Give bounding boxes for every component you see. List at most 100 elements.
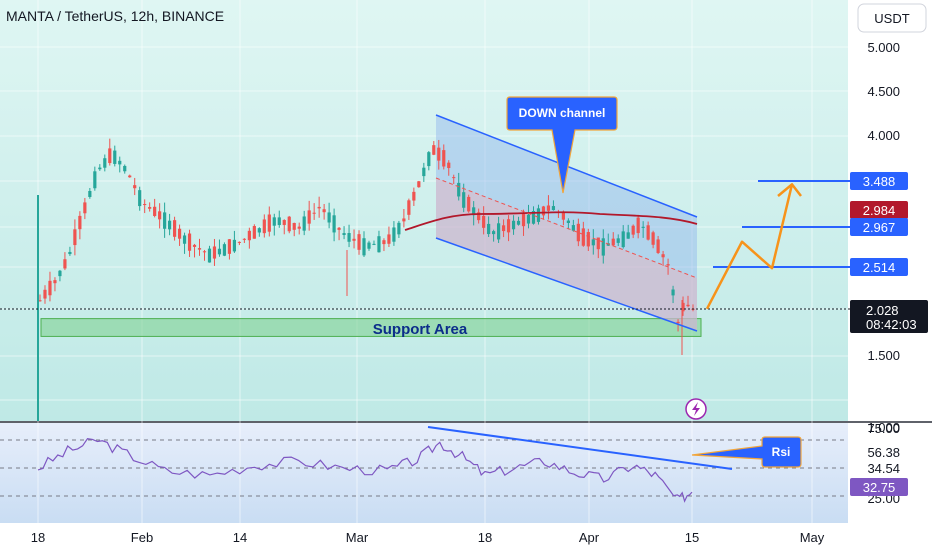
- moving-average-line: [404, 211, 698, 231]
- time-axis: [0, 523, 932, 550]
- candle-body: [656, 239, 660, 253]
- channel-mid-line: [435, 177, 698, 279]
- candle-body: [237, 241, 241, 243]
- candle-body: [526, 214, 531, 224]
- candle-body: [442, 150, 446, 167]
- candle-body: [43, 289, 47, 299]
- rsi-line: [37, 438, 693, 503]
- candle-body: [631, 225, 635, 235]
- candle-body: [342, 233, 346, 235]
- candle-body: [307, 210, 311, 224]
- projected-arrowhead: [777, 183, 802, 197]
- candle-body: [48, 280, 52, 296]
- projected-path: [705, 184, 794, 310]
- candle-body: [671, 289, 675, 296]
- rsi-callout: Rsi: [691, 436, 802, 468]
- candle-body: [262, 219, 266, 234]
- down-channel-callout: DOWN channel: [506, 96, 618, 194]
- candle-body: [217, 248, 222, 255]
- candle-body: [521, 213, 526, 227]
- support-zone: [40, 318, 702, 337]
- candle-body: [676, 321, 680, 324]
- badge-ma: 2.984: [850, 201, 908, 219]
- lightning-icon[interactable]: [685, 398, 707, 420]
- candle-body: [207, 248, 212, 263]
- candle-body: [377, 236, 381, 253]
- badge-last-price: 2.028 08:42:03: [850, 300, 928, 333]
- candle-body: [143, 204, 147, 206]
- channel-lower-line: [435, 237, 698, 332]
- candle-body: [53, 280, 57, 284]
- candle-body: [177, 228, 182, 239]
- down-channel-label: DOWN channel: [519, 106, 606, 120]
- candle-body: [402, 218, 406, 222]
- candle-body: [108, 148, 112, 164]
- candle-body: [397, 222, 401, 235]
- candle-body: [232, 239, 237, 252]
- candle-body: [467, 196, 471, 212]
- candle-body: [257, 228, 261, 233]
- candle-body: [103, 158, 107, 168]
- candle-body: [457, 182, 461, 197]
- candle-body: [437, 147, 441, 161]
- svg-text:2.514: 2.514: [863, 260, 896, 275]
- candle-body: [192, 244, 197, 247]
- candle-body: [432, 145, 436, 155]
- candle-body: [317, 206, 321, 209]
- candle-body: [506, 219, 511, 233]
- candle-body: [531, 210, 536, 224]
- candle-body: [447, 162, 451, 169]
- candle-body: [63, 259, 67, 269]
- candle-body: [78, 215, 82, 230]
- candle-body: [327, 212, 331, 223]
- candle-body: [621, 231, 625, 248]
- candle-body: [412, 191, 416, 201]
- candle-body: [387, 234, 391, 244]
- candle-body: [472, 207, 476, 216]
- svg-text:3.488: 3.488: [863, 174, 896, 189]
- time-tick-label: Feb: [131, 530, 153, 545]
- rsi-tick-label: 34.54: [867, 461, 900, 476]
- candle-body: [487, 223, 491, 235]
- candle-body: [581, 228, 585, 246]
- time-tick-label: 14: [233, 530, 247, 545]
- candle-body: [242, 238, 246, 240]
- candle-body: [73, 229, 77, 246]
- candle-body: [352, 238, 356, 241]
- candle-body: [93, 171, 97, 189]
- candle-body: [661, 254, 665, 258]
- svg-text:2.984: 2.984: [863, 203, 896, 218]
- candle-body: [482, 215, 486, 228]
- channel-lower-fill: [436, 178, 697, 331]
- candle-body: [287, 216, 291, 232]
- candle-body: [123, 165, 127, 172]
- candle-body: [272, 217, 276, 226]
- time-tick-label: May: [800, 530, 825, 545]
- candle-body: [337, 227, 341, 230]
- candle-body: [88, 190, 92, 197]
- candle-body: [576, 223, 580, 242]
- candle-body: [611, 238, 615, 246]
- candle-body: [636, 217, 640, 234]
- candle-body: [332, 215, 336, 233]
- price-tick-label: 1.000: [867, 420, 900, 435]
- candle-body: [222, 244, 227, 256]
- candle-body: [601, 238, 605, 256]
- svg-text:2.028: 2.028: [866, 303, 899, 318]
- rsi-pane: [0, 423, 848, 523]
- currency-label[interactable]: USDT: [874, 11, 909, 26]
- candle-body: [681, 302, 685, 312]
- candlesticks: [37, 138, 695, 421]
- price-tick-label: 5.000: [867, 40, 900, 55]
- candle-body: [407, 200, 411, 215]
- candle-body: [83, 202, 87, 214]
- candle-body: [651, 232, 655, 245]
- candle-body: [626, 232, 630, 239]
- candle-body: [148, 207, 152, 209]
- candle-body: [496, 223, 501, 240]
- time-tick-label: Apr: [579, 530, 600, 545]
- rsi-tick-label: 75.00: [867, 421, 900, 436]
- currency-button[interactable]: USDT: [857, 3, 927, 33]
